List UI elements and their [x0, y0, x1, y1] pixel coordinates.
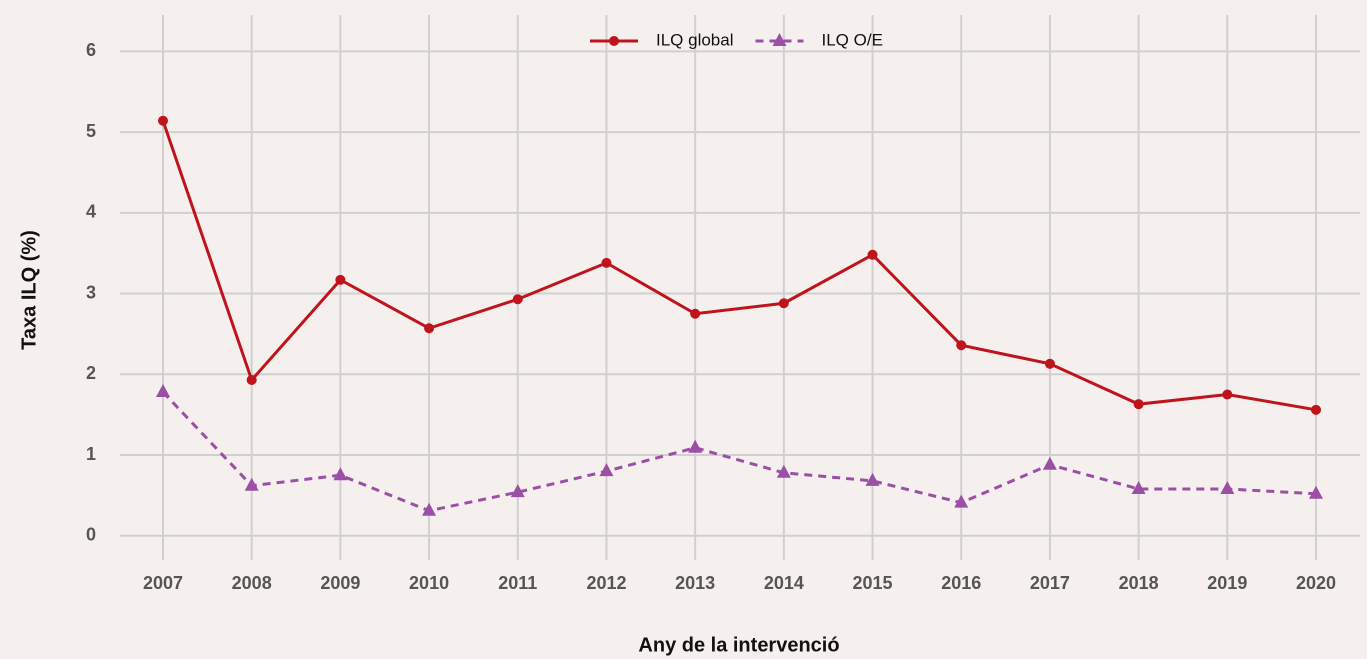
- point: [512, 294, 523, 305]
- legend-marker: [609, 36, 619, 46]
- point: [956, 340, 967, 351]
- x-tick-label: 2019: [1207, 573, 1247, 593]
- x-tick-label: 2014: [764, 573, 804, 593]
- point: [601, 257, 612, 268]
- point: [1044, 358, 1055, 369]
- x-tick-label: 2018: [1119, 573, 1159, 593]
- x-tick-label: 2012: [586, 573, 626, 593]
- x-tick-label: 2016: [941, 573, 981, 593]
- point: [778, 298, 789, 309]
- point: [599, 463, 614, 477]
- y-tick-label: 3: [86, 282, 96, 302]
- y-tick-label: 0: [86, 525, 96, 545]
- point: [1220, 480, 1235, 494]
- point: [690, 308, 701, 319]
- series-line: [161, 391, 1317, 513]
- legend-label: ILQ O/E: [822, 30, 883, 49]
- point: [424, 323, 435, 334]
- point: [510, 484, 525, 498]
- x-tick-label: 2011: [498, 573, 537, 593]
- point: [865, 472, 880, 486]
- series-line: [161, 120, 1317, 412]
- point: [776, 464, 791, 478]
- y-tick-label: 2: [86, 363, 96, 383]
- point: [1222, 389, 1233, 400]
- x-axis-label: Any de la intervenció: [638, 634, 839, 656]
- point: [954, 494, 969, 508]
- legend-marker: [772, 33, 787, 46]
- x-tick-label: 2020: [1296, 573, 1336, 593]
- point: [1309, 485, 1323, 499]
- point: [1311, 404, 1321, 415]
- legend-label: ILQ global: [656, 30, 734, 49]
- x-tick-label: 2007: [143, 573, 183, 593]
- x-tick-label: 2008: [232, 573, 272, 593]
- point: [867, 249, 878, 260]
- y-axis-label: Taxa ILQ (%): [18, 230, 40, 350]
- y-tick-label: 1: [86, 444, 96, 464]
- x-tick-label: 2010: [409, 573, 449, 593]
- point: [1042, 456, 1057, 470]
- point: [244, 477, 259, 491]
- point: [688, 439, 703, 453]
- point: [156, 384, 170, 398]
- y-tick-label: 6: [86, 40, 96, 60]
- point: [1133, 399, 1144, 410]
- x-tick-label: 2013: [675, 573, 715, 593]
- point: [333, 467, 348, 481]
- point: [158, 115, 168, 126]
- x-tick-label: 2009: [320, 573, 360, 593]
- point: [422, 502, 437, 516]
- x-tick-label: 2017: [1030, 573, 1070, 593]
- point: [1131, 480, 1146, 494]
- x-tick-label: 2015: [853, 573, 893, 593]
- point: [246, 374, 257, 385]
- point: [335, 274, 346, 285]
- y-tick-label: 5: [86, 121, 96, 141]
- y-tick-label: 4: [86, 202, 96, 222]
